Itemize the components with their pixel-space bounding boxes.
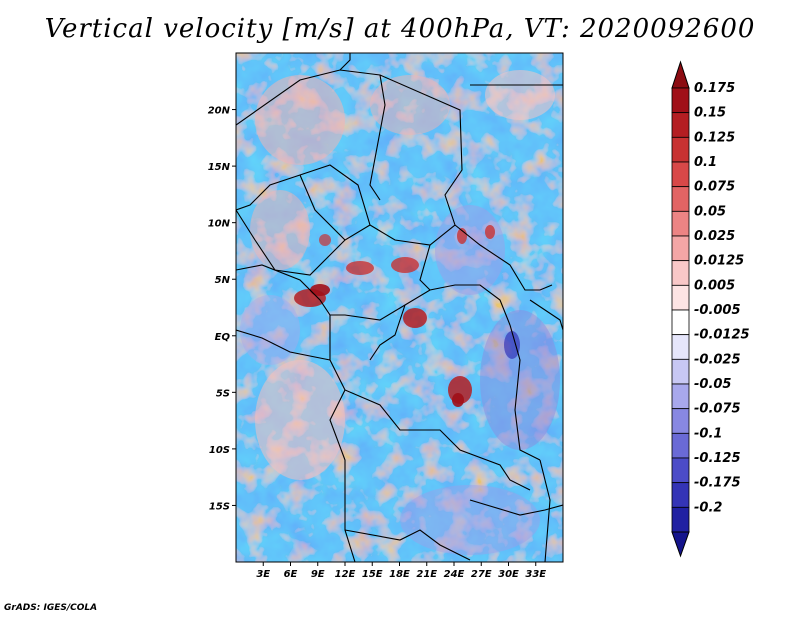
colorbar-level-label: -0.175 xyxy=(694,476,741,491)
colorbar-level-label: -0.075 xyxy=(694,402,741,417)
longitude-axis: 3E 6E 9E 12E 15E 18E 21E 24E 27E 30E 33E xyxy=(256,562,546,580)
colorbar-swatch xyxy=(671,260,690,286)
colorbar-level-label: -0.025 xyxy=(694,352,741,367)
colorbar-level-label: -0.0125 xyxy=(694,328,750,343)
colorbar-swatch xyxy=(671,457,690,484)
lat-tick-label: 10S xyxy=(209,445,230,456)
lat-tick-label: 20N xyxy=(208,106,231,117)
lon-tick-label: 30E xyxy=(498,569,519,580)
lat-tick-label: 15N xyxy=(208,162,231,173)
colorbar-swatch xyxy=(671,284,690,311)
lat-tick-label: 15S xyxy=(209,501,230,512)
colorbar-level-label: -0.2 xyxy=(694,500,722,515)
colorbar-swatch xyxy=(671,112,690,138)
lon-tick-label: 33E xyxy=(525,569,546,580)
lon-tick-label: 27E xyxy=(471,569,492,580)
colorbar-swatch xyxy=(671,383,690,410)
country-borders xyxy=(236,53,563,562)
colorbar-level-label: -0.05 xyxy=(694,377,731,392)
lon-tick-label: 12E xyxy=(335,569,356,580)
colorbar-bottom-cap xyxy=(671,531,690,558)
colorbar-swatch xyxy=(671,482,690,508)
colorbar-level-label: 0.005 xyxy=(694,278,735,293)
lat-tick-label: 10N xyxy=(208,219,231,230)
colorbar-level-label: 0.175 xyxy=(694,81,735,96)
lon-tick-label: 18E xyxy=(389,569,410,580)
colorbar-swatch xyxy=(671,161,690,188)
colorbar-level-label: 0.1 xyxy=(694,155,717,170)
colorbar-level-label: 0.05 xyxy=(694,204,726,219)
colorbar-swatch xyxy=(671,408,690,434)
colorbar-level-label: -0.1 xyxy=(694,426,722,441)
colorbar-level-label: -0.125 xyxy=(694,451,741,466)
colorbar-level-label: -0.005 xyxy=(694,303,741,318)
grads-credit: GrADS: IGES/COLA xyxy=(4,603,98,613)
lat-tick-label: EQ xyxy=(215,332,231,343)
colorbar-swatch xyxy=(671,136,690,163)
colorbar-top-cap xyxy=(671,60,690,89)
colorbar-level-label: 0.0125 xyxy=(694,254,744,269)
colorbar-level-label: 0.15 xyxy=(694,106,726,121)
colorbar-swatch xyxy=(671,358,690,385)
colorbar-swatch xyxy=(671,210,690,237)
lon-tick-label: 9E xyxy=(311,569,325,580)
latitude-axis: 20N 15N 10N 5N EQ 5S 10S 15S xyxy=(208,106,236,512)
lat-tick-label: 5S xyxy=(216,388,230,399)
colorbar: 0.175 0.15 0.125 0.1 0.075 0.05 0.025 0.0125 0.0… xyxy=(671,60,750,558)
colorbar-swatch xyxy=(671,309,690,336)
lat-tick-label: 5N xyxy=(215,275,231,286)
lon-tick-label: 24E xyxy=(444,569,465,580)
colorbar-swatch xyxy=(671,186,690,212)
colorbar-swatch xyxy=(671,506,690,533)
colorbar-swatch xyxy=(671,235,690,262)
map-title: Vertical velocity [m/s] at 400hPa, VT: 2… xyxy=(44,14,756,44)
colorbar-level-label: 0.125 xyxy=(694,130,735,145)
lon-tick-label: 6E xyxy=(284,569,298,580)
colorbar-level-label: 0.075 xyxy=(694,180,735,195)
lon-tick-label: 21E xyxy=(416,569,437,580)
colorbar-swatch xyxy=(671,87,690,114)
colorbar-level-label: 0.025 xyxy=(694,229,735,244)
lon-tick-label: 15E xyxy=(362,569,383,580)
colorbar-swatch xyxy=(671,432,690,459)
colorbar-swatch xyxy=(671,334,690,360)
lon-tick-label: 3E xyxy=(256,569,270,580)
vertical-velocity-field xyxy=(236,53,563,562)
